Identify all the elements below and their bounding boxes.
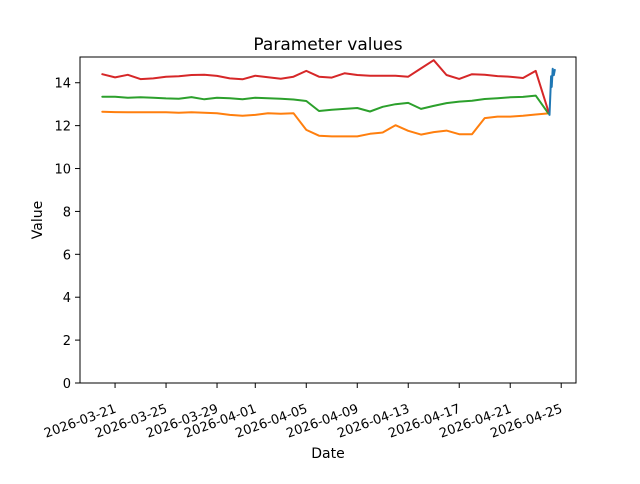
y-tick-label: 4 (63, 291, 71, 306)
y-tick-label: 12 (54, 120, 71, 135)
plot-area-frame (79, 56, 577, 384)
y-tick-label: 8 (63, 205, 71, 220)
y-tick-label: 6 (63, 248, 71, 263)
y-tick-label: 0 (63, 377, 71, 392)
series-line-blue (548, 67, 556, 116)
y-tick-label: 2 (63, 334, 71, 349)
x-axis-label: Date (311, 446, 344, 462)
series-line-orange (101, 110, 550, 138)
y-tick-label: 10 (54, 163, 71, 178)
series-line-green (101, 94, 550, 115)
series-lines (101, 59, 556, 138)
series-line-red (101, 59, 550, 113)
y-axis-label: Value (30, 201, 46, 239)
y-tick-label: 14 (54, 77, 71, 92)
chart-title: Parameter values (253, 35, 402, 55)
x-axis-ticks: 2026-03-212026-03-252026-03-292026-04-01… (42, 383, 565, 442)
y-axis-ticks: 0 2 4 6 8 10 12 14 (54, 77, 80, 392)
